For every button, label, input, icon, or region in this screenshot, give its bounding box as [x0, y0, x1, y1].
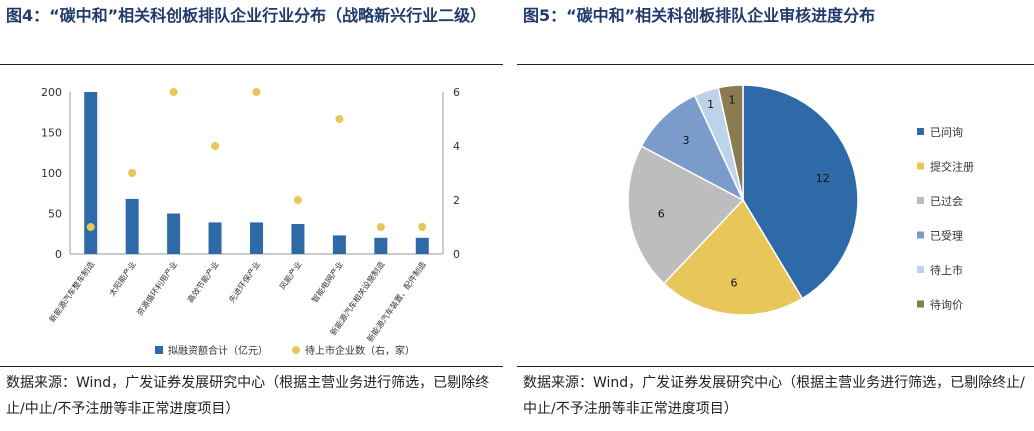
bar — [291, 224, 305, 254]
figure-4-bottom-rule — [0, 366, 503, 367]
figure-5-source: 数据来源：Wind，广发证券发展研究中心（根据主营业务进行筛选，已剔除终止/中止… — [523, 375, 1025, 417]
y-tick-label-left: 50 — [48, 208, 62, 221]
figure-4-source: 数据来源：Wind，广发证券发展研究中心（根据主营业务进行筛选，已剔除终止/中止… — [6, 375, 490, 417]
y-tick-label-right: 0 — [453, 248, 460, 261]
legend-label: 已过会 — [930, 195, 963, 208]
x-tick-label: 新能源汽车整车制造 — [47, 259, 96, 324]
pie-data-label: 1 — [729, 93, 736, 106]
y-tick-label-right: 6 — [453, 86, 460, 99]
figure-5-panel: 图5：“碳中和”相关科创板排队企业审核进度分布 12 6 6 3 1 1 已问询提交注册已过… — [517, 0, 1034, 431]
data-point — [169, 88, 178, 96]
legend-swatch-dot — [292, 346, 300, 354]
pie-slice — [717, 84, 744, 201]
x-tick-label: 智能电网产业 — [309, 259, 345, 304]
data-point — [376, 223, 385, 231]
pie-slice — [662, 198, 804, 316]
pie-slice — [742, 84, 859, 300]
figure-4-panel: 图4：“碳中和”相关科创板排队企业行业分布（战略新兴行业二级） 0 50 100 15… — [0, 0, 503, 431]
legend-swatch — [917, 231, 924, 239]
pie-data-label: 6 — [731, 276, 738, 289]
y-tick-label-right: 2 — [453, 194, 460, 207]
bar — [250, 222, 263, 254]
x-tick-label: 风能产业 — [277, 259, 304, 291]
bar — [415, 237, 429, 254]
data-point — [293, 196, 302, 204]
legend-swatch — [917, 162, 924, 170]
figure-5-top-rule — [517, 64, 1034, 65]
figure-4-top-rule — [0, 64, 503, 65]
x-tick-label: 太阳能产业 — [107, 259, 138, 298]
legend-swatch-bar — [155, 346, 163, 354]
legend-swatch — [917, 266, 924, 273]
legend-label: 已问询 — [930, 126, 963, 139]
pie-slice — [640, 94, 745, 202]
legend-label: 待上市 — [930, 263, 963, 277]
y-tick-label-left: 0 — [55, 248, 62, 261]
y-tick-label-left: 200 — [41, 86, 62, 99]
data-point — [252, 88, 261, 96]
x-tick-label: 先进环保产业 — [226, 259, 262, 304]
data-point — [86, 223, 95, 231]
data-point — [211, 142, 220, 150]
legend-label: 已受理 — [930, 230, 963, 243]
data-point — [335, 115, 344, 123]
bar — [208, 222, 222, 254]
y-tick-label-right: 4 — [453, 140, 460, 153]
pie-data-label: 3 — [683, 134, 690, 147]
bar — [84, 92, 98, 254]
x-tick-label: 资源循环利用产业 — [134, 259, 179, 317]
legend-label-dot: 待上市企业数（右，家） — [305, 344, 415, 357]
bar — [167, 213, 181, 254]
pie-slice — [627, 145, 745, 285]
legend-label-bar: 拟融资额合计（亿元） — [168, 344, 268, 357]
bar — [125, 198, 139, 254]
data-point — [128, 169, 137, 177]
figure-4-title: 图4：“碳中和”相关科创板排队企业行业分布（战略新兴行业二级） — [6, 6, 487, 25]
legend-label: 待询价 — [930, 298, 963, 312]
y-tick-label-left: 150 — [41, 127, 62, 140]
y-tick-label-left: 100 — [41, 167, 62, 180]
bar — [332, 235, 346, 254]
legend-swatch — [917, 300, 924, 308]
data-point — [418, 223, 427, 231]
figure-5-title: 图5：“碳中和”相关科创板排队企业审核进度分布 — [523, 6, 876, 25]
legend-swatch — [917, 128, 924, 135]
x-tick-label: 高效节能产业 — [185, 259, 221, 304]
legend-label: 提交注册 — [930, 160, 974, 174]
pie-data-label: 6 — [658, 207, 665, 220]
pie-data-label: 1 — [707, 98, 714, 111]
bar — [374, 237, 388, 254]
legend-swatch — [917, 197, 924, 204]
figure-5-bottom-rule — [517, 366, 1034, 367]
pie-data-label: 12 — [816, 172, 830, 185]
